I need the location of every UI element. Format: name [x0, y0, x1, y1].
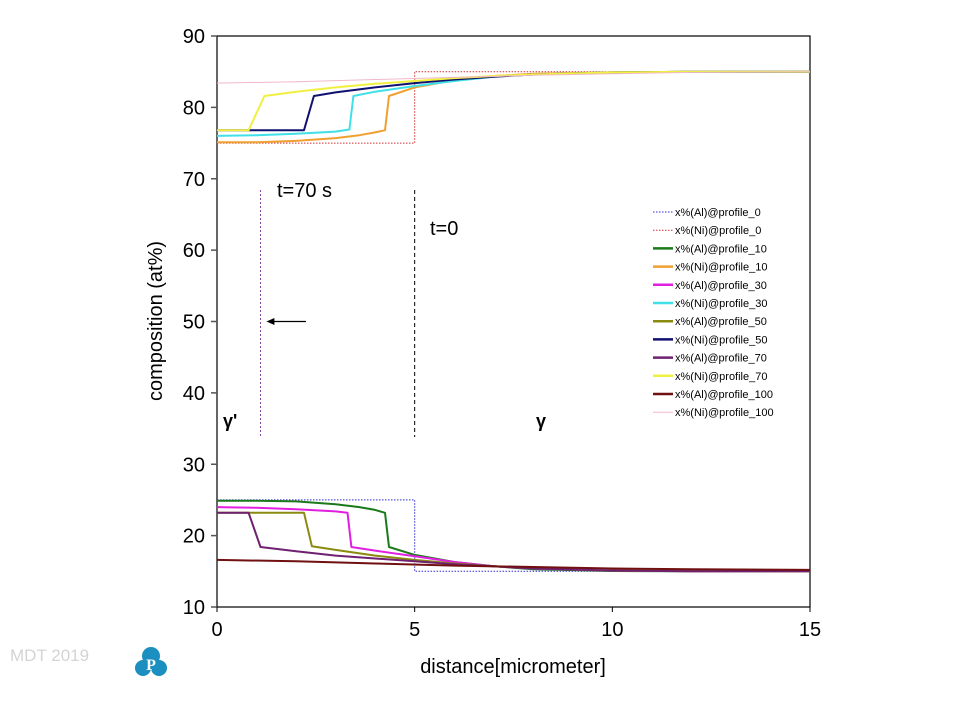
x-tick-label: 10 [601, 619, 623, 641]
y-tick-label: 80 [183, 97, 205, 119]
gamma-label: γ [536, 411, 546, 431]
legend-label-3: x%(Ni)@profile_10 [675, 262, 767, 274]
legend-label-11: x%(Ni)@profile_100 [675, 407, 774, 419]
series-line-11 [216, 71, 811, 84]
legend-label-0: x%(Al)@profile_0 [675, 207, 761, 219]
x-axis-label: distance[micrometer] [420, 656, 606, 678]
legend: x%(Al)@profile_0 x%(Ni)@profile_0 x%(Al)@p… [653, 207, 774, 419]
series-line-8 [217, 511, 810, 573]
logo-letter: P [146, 657, 156, 674]
x-tick-label: 0 [211, 619, 222, 641]
y-tick-label: 90 [183, 26, 205, 48]
y-tick-label: 40 [183, 383, 205, 405]
series-line-3 [217, 70, 810, 144]
gamma-prime-label: γ' [223, 411, 237, 431]
x-tick-label: 5 [409, 619, 420, 641]
series-line-10 [216, 558, 811, 571]
footer-copyright: MDT 2019 [10, 646, 90, 665]
y-tick-label: 60 [183, 240, 205, 262]
x-tick-label: 15 [799, 619, 821, 641]
legend-label-2: x%(Al)@profile_10 [675, 243, 767, 255]
legend-label-4: x%(Al)@profile_30 [675, 280, 767, 292]
axes-layer: 10 20 30 40 50 60 70 80 90 0 5 10 15 [183, 26, 821, 641]
legend-label-9: x%(Ni)@profile_70 [675, 371, 767, 383]
legend-label-5: x%(Ni)@profile_30 [675, 298, 767, 310]
y-axis-label: composition (at%) [145, 241, 167, 401]
legend-label-8: x%(Al)@profile_70 [675, 353, 767, 365]
series-line-9 [217, 70, 810, 132]
migration-arrow-head [266, 318, 275, 325]
y-tick-label: 50 [183, 312, 205, 334]
series-line-7 [217, 70, 810, 132]
y-tick-label: 10 [183, 597, 205, 619]
legend-label-6: x%(Al)@profile_50 [675, 316, 767, 328]
t70-label: t=70 s [277, 180, 332, 202]
legend-label-1: x%(Ni)@profile_0 [675, 225, 761, 237]
series-layer [216, 70, 811, 573]
y-tick-label: 20 [183, 526, 205, 548]
y-tick-label: 30 [183, 454, 205, 476]
y-tick-label: 70 [183, 169, 205, 191]
p-logo-icon: P [135, 647, 167, 676]
legend-label-7: x%(Ni)@profile_50 [675, 334, 767, 346]
legend-label-10: x%(Al)@profile_100 [675, 389, 773, 401]
t0-label: t=0 [430, 218, 458, 240]
annotation-layer: t=70 s t=0 γ' γ [223, 180, 546, 437]
